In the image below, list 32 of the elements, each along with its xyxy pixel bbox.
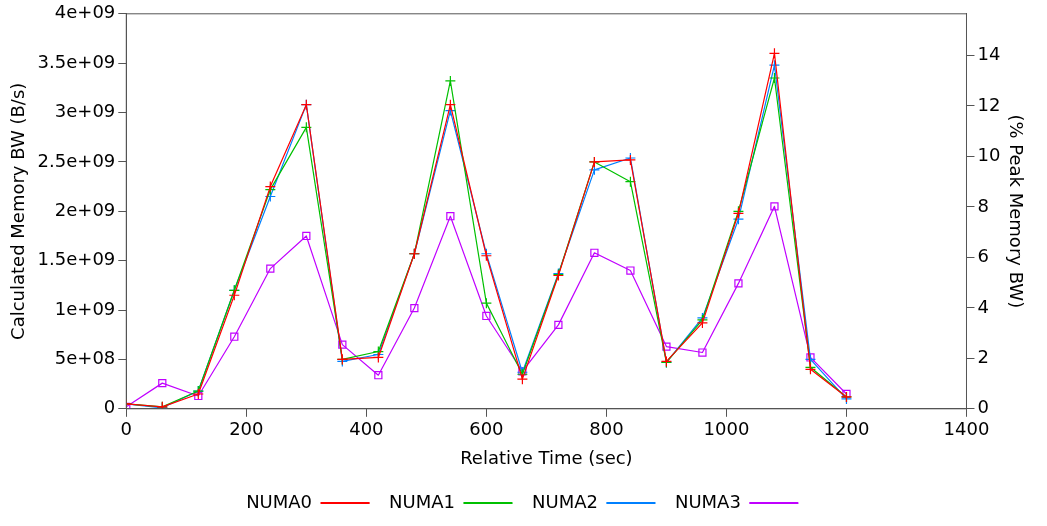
y2-tick-label: 0 — [977, 396, 989, 418]
y-tick-label: 5e+08 — [54, 347, 116, 369]
legend-label: NUMA3 — [674, 490, 741, 512]
y2-tick-label: 6 — [977, 245, 989, 267]
y2-tick-label: 2 — [977, 345, 989, 367]
y-tick-label: 3.5e+09 — [37, 50, 116, 72]
y2-tick-label: 10 — [977, 144, 1001, 166]
x-tick-label: 1000 — [703, 418, 750, 440]
x-tick-label: 600 — [469, 418, 504, 440]
y2-tick-label: 12 — [977, 93, 1001, 115]
x-tick-label: 0 — [120, 418, 133, 440]
y-axis-title: Calculated Memory BW (B/s) — [7, 82, 29, 340]
legend-label: NUMA2 — [532, 490, 598, 512]
y-tick-label: 2e+09 — [54, 198, 116, 220]
y-tick-label: 1e+09 — [54, 297, 116, 319]
x-tick-label: 200 — [229, 418, 264, 440]
y2-tick-label: 4 — [977, 295, 989, 317]
x-axis-title: Relative Time (sec) — [460, 446, 633, 468]
y-tick-label: 2.5e+09 — [37, 149, 116, 171]
legend-label: NUMA0 — [246, 490, 313, 512]
y2-tick-label: 14 — [977, 43, 1001, 65]
y-tick-label: 4e+09 — [54, 1, 116, 23]
x-tick-label: 1400 — [943, 418, 990, 440]
legend-label: NUMA1 — [389, 490, 455, 512]
x-tick-label: 800 — [589, 418, 624, 440]
y2-axis-title: (% Peak Memory BW) — [1005, 114, 1027, 309]
y2-tick-label: 8 — [977, 194, 989, 216]
x-tick-label: 1200 — [823, 418, 870, 440]
y-tick-label: 3e+09 — [54, 100, 116, 122]
y-tick-label: 1.5e+09 — [37, 248, 116, 270]
x-tick-label: 400 — [349, 418, 384, 440]
y-tick-label: 0 — [103, 396, 116, 418]
